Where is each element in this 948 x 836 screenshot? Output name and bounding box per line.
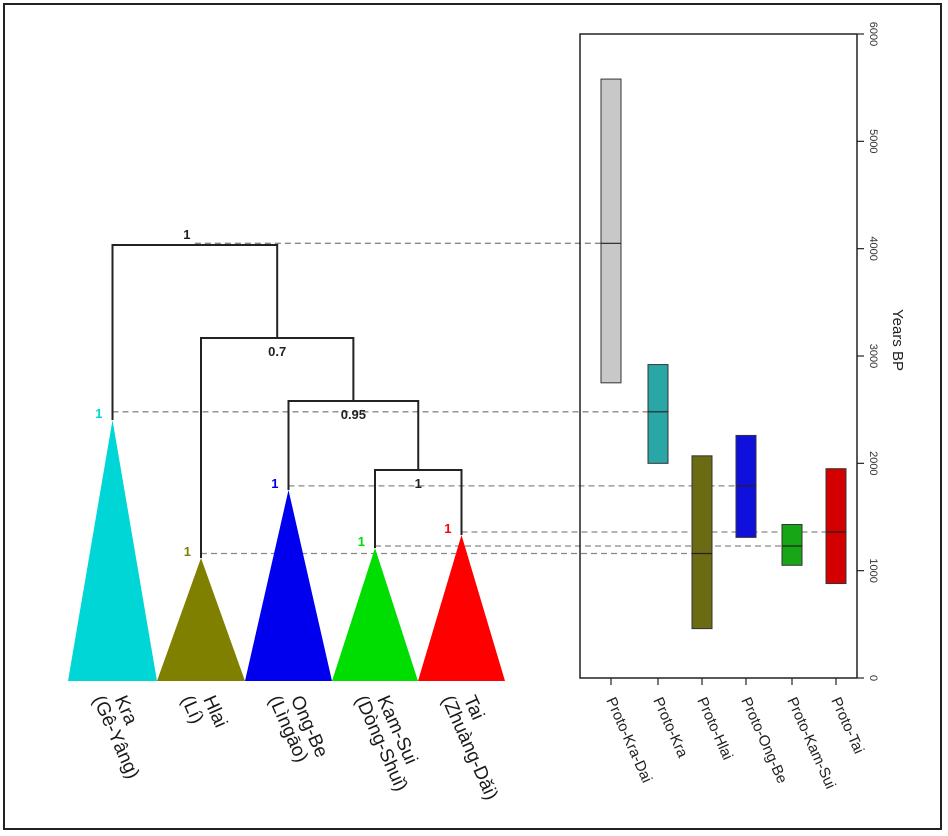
clade-triangle-hlai [157,558,245,681]
box-kradai [600,78,622,384]
box-kra [647,364,669,464]
y-tick-label: 4000 [867,236,879,260]
tip-alt-label-hlai: (Lí) [176,692,207,727]
age-box-plot: 0 1000 2000 3000 4000 5000 6000 Years BP Proto-K… [579,22,906,792]
box-kamsui [781,524,803,566]
clade-support-ongbe: 1 [271,476,278,491]
category-label-kradai: Proto-Kra-Dai [602,695,655,786]
box-tai [825,468,847,585]
y-tick-label: 6000 [867,22,879,46]
clade-triangle-ongbe [245,490,332,681]
node-support-ongbe_rest: 0.95 [341,407,366,422]
clade-triangle-kamsui [332,548,418,681]
y-tick-label: 3000 [867,344,879,368]
clade-triangle-tai [418,535,505,681]
plot-frame [579,33,857,679]
dashed-connectors [112,242,826,555]
y-tick-label: 0 [867,675,879,681]
y-tick-label: 1000 [867,558,879,582]
category-label-kamsui: Proto-Kam-Sui [783,695,839,792]
node-support-root: 1 [183,227,190,242]
category-label-kra: Proto-Kra [649,695,691,761]
clade-support-kra: 1 [95,406,102,421]
phylogenetic-tree: 1Kra(Gê-Yâng)1Hlai(Lí)1Ong-Be(Lìngāo)1Ka… [68,227,505,803]
figure-frame [3,3,942,830]
clade-triangle-kra [68,420,157,681]
box-hlai [691,455,713,630]
node-support-hlai_rest: 0.7 [268,344,286,359]
y-tick-label: 2000 [867,451,879,475]
y-axis-title: Years BP [889,309,906,371]
clade-support-tai: 1 [444,521,451,536]
node-support-kamsui_tai: 1 [415,476,422,491]
category-label-ongbe: Proto-Ong-Be [737,695,790,786]
clade-support-hlai: 1 [184,544,191,559]
branch-hlai_rest [200,337,355,558]
category-label-hlai: Proto-Hlai [693,695,736,763]
category-label-tai: Proto-Tai [827,695,867,757]
y-tick-label: 5000 [867,129,879,153]
clade-support-kamsui: 1 [358,534,365,549]
branch-root [111,244,279,420]
